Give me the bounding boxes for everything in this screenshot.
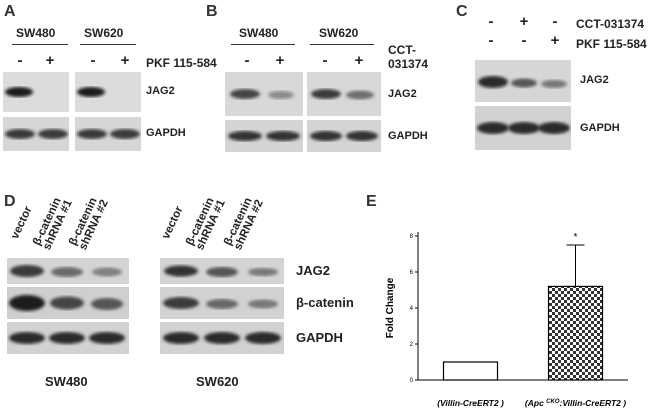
band-image xyxy=(307,72,381,116)
band-image xyxy=(160,258,284,284)
panel-b-sign-3: - xyxy=(322,52,328,69)
panel-d-band-label-catenin: β-catenin xyxy=(296,295,354,310)
panel-c-treatment-label-cct: CCT-031374 xyxy=(576,17,645,31)
bar-1 xyxy=(442,361,499,381)
panel-d-blot-jag2-sw480 xyxy=(7,258,129,284)
panel-b-group-label-sw620: SW620 xyxy=(319,26,359,40)
panel-a-band-label-gapdh: GAPDH xyxy=(146,127,186,139)
panel-b-sign-4: + xyxy=(354,52,364,69)
fold-change-bar-chart: 0 2 4 6 8 Fold Change (Villin-CreERT2 ) (Apc C… xyxy=(385,232,628,408)
y-axis-label: Fold Change xyxy=(385,277,396,338)
band-image xyxy=(7,287,129,319)
panel-c-cct-sign-3: - xyxy=(552,13,558,30)
lane-label-line1: vector xyxy=(160,204,186,241)
panel-letter-b: B xyxy=(206,3,218,20)
panel-d-lane-label-right-2: β-catenin shRNA #1 xyxy=(184,194,228,252)
band-image xyxy=(307,120,381,152)
panel-d-cell-line-label-sw620: SW620 xyxy=(196,374,239,389)
x-category-label-2: (Apc CKO:Villin-CreERT2 ) xyxy=(525,398,626,408)
panel-c-blot-jag2 xyxy=(475,60,571,102)
panel-a-group-label-sw620: SW620 xyxy=(84,26,124,40)
panel-d-blot-gapdh-sw620 xyxy=(160,322,284,354)
panel-b-sign-1: - xyxy=(244,52,250,69)
band-image xyxy=(225,72,303,116)
panel-a-sign-2: + xyxy=(45,52,55,69)
panel-d-blot-gapdh-sw480 xyxy=(7,322,129,354)
panel-b-band-label-gapdh: GAPDH xyxy=(388,130,428,142)
panel-b-blot-jag2-sw480 xyxy=(225,72,303,116)
y-tick-label: 8 xyxy=(410,234,414,240)
band-image xyxy=(7,258,129,284)
panel-a-group-rule-sw480 xyxy=(12,44,68,45)
band-image xyxy=(75,117,141,151)
bar-2 xyxy=(547,285,604,381)
band-image xyxy=(160,287,284,319)
panel-a-blot-jag2-sw480 xyxy=(3,72,69,112)
x-category-label-1: (Villin-CreERT2 ) xyxy=(437,398,504,408)
panel-c-blot-gapdh xyxy=(475,106,571,150)
panel-a-sign-3: - xyxy=(90,52,96,69)
panel-c-band-label-gapdh: GAPDH xyxy=(580,122,620,134)
panel-c-pkf-sign-2: - xyxy=(521,32,527,49)
band-image xyxy=(7,322,129,354)
band-image xyxy=(3,72,69,112)
y-tick-label: 4 xyxy=(410,306,414,312)
panel-c-band-label-jag2: JAG2 xyxy=(580,74,609,86)
panel-a-group-rule-sw620 xyxy=(80,44,136,45)
panel-b-treatment-label-line1: CCT- xyxy=(388,43,416,57)
y-tick-label: 2 xyxy=(410,342,414,348)
panel-b-treatment-label-line2: 031374 xyxy=(388,57,429,71)
band-image xyxy=(160,322,284,354)
panel-b-sign-2: + xyxy=(275,52,285,69)
band-image xyxy=(475,106,571,150)
panel-c-cct-sign-1: - xyxy=(488,13,494,30)
panel-b-band-label-jag2: JAG2 xyxy=(388,88,417,100)
panel-a-sign-4: + xyxy=(120,52,130,69)
panel-b-blot-gapdh-sw480 xyxy=(225,120,303,152)
panel-d-blot-jag2-sw620 xyxy=(160,258,284,284)
panel-a-blot-jag2-sw620 xyxy=(75,72,141,112)
panel-d-blot-catenin-sw620 xyxy=(160,287,284,319)
panel-b-group-rule-sw620 xyxy=(310,44,374,45)
panel-d-cell-line-label-sw480: SW480 xyxy=(45,374,88,389)
band-image xyxy=(75,72,141,112)
panel-letter-a: A xyxy=(4,3,16,20)
panel-a-blot-gapdh-sw620 xyxy=(75,117,141,151)
panel-letter-e: E xyxy=(366,193,377,210)
panel-d-blot-catenin-sw480 xyxy=(7,287,129,319)
panel-d-lane-label-right-1: vector xyxy=(160,204,186,241)
band-image xyxy=(225,120,303,152)
panel-a-band-label-jag2: JAG2 xyxy=(146,85,175,97)
panel-c-pkf-sign-1: - xyxy=(488,32,494,49)
panel-letter-c: C xyxy=(456,3,468,20)
panel-a-group-label-sw480: SW480 xyxy=(16,26,56,40)
y-tick-label: 0 xyxy=(410,378,414,384)
panel-a-treatment-label: PKF 115-584 xyxy=(146,56,217,70)
panel-b-group-rule-sw480 xyxy=(231,44,295,45)
panel-a-blot-gapdh-sw480 xyxy=(3,117,69,151)
panel-d-band-label-gapdh: GAPDH xyxy=(296,330,343,345)
band-image xyxy=(3,117,69,151)
panel-c-pkf-sign-3: + xyxy=(550,32,560,49)
significance-asterisk: * xyxy=(574,232,578,243)
panel-d-lane-label-right-3: β-catenin shRNA #2 xyxy=(222,194,266,252)
panel-letter-d: D xyxy=(4,193,16,210)
y-tick-label: 6 xyxy=(410,270,414,276)
panel-d-band-label-jag2: JAG2 xyxy=(296,263,330,278)
panel-b-group-label-sw480: SW480 xyxy=(239,26,279,40)
panel-a-sign-1: - xyxy=(17,52,23,69)
band-image xyxy=(475,60,571,102)
panel-c-cct-sign-2: + xyxy=(519,13,529,30)
panel-b-blot-gapdh-sw620 xyxy=(307,120,381,152)
panel-c-treatment-label-pkf: PKF 115-584 xyxy=(576,37,647,51)
panel-b-blot-jag2-sw620 xyxy=(307,72,381,116)
